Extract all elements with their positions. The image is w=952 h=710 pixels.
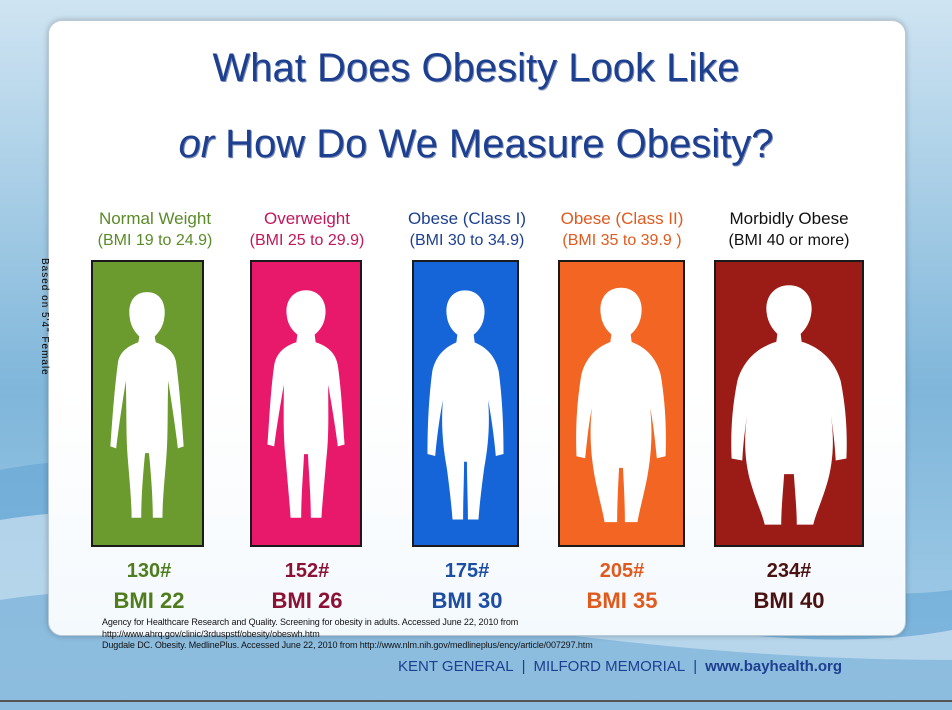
body-silhouette-box bbox=[412, 260, 519, 547]
weight-label: 205# bbox=[599, 560, 645, 582]
body-silhouette-icon bbox=[267, 290, 345, 518]
footer-separator: | bbox=[521, 658, 526, 675]
category-column-normal: Normal Weight (BMI 19 to 24.9) 130# BMI … bbox=[70, 208, 240, 613]
footer-website-link[interactable]: www.bayhealth.org bbox=[705, 658, 843, 675]
bmi-label: BMI 40 bbox=[753, 588, 825, 613]
category-range: (BMI 25 to 29.9) bbox=[249, 232, 365, 249]
category-name: Morbidly Obese bbox=[729, 209, 849, 228]
body-silhouette-icon bbox=[110, 292, 184, 518]
body-silhouette-box bbox=[250, 260, 362, 547]
reference-line: Agency for Healthcare Research and Quali… bbox=[102, 617, 519, 627]
category-range: (BMI 30 to 34.9) bbox=[409, 232, 525, 249]
weight-label: 234# bbox=[766, 560, 812, 582]
footer-separator: | bbox=[693, 658, 698, 675]
weight-label: 152# bbox=[284, 560, 330, 582]
title-or: or bbox=[178, 122, 215, 166]
bottom-divider bbox=[0, 700, 952, 702]
body-silhouette-box bbox=[91, 260, 204, 547]
category-range: (BMI 40 or more) bbox=[728, 232, 850, 249]
body-silhouette-icon bbox=[731, 285, 847, 525]
bmi-label: BMI 22 bbox=[113, 588, 185, 613]
bmi-label: BMI 30 bbox=[431, 588, 503, 613]
weight-label: 175# bbox=[444, 560, 490, 582]
references: Agency for Healthcare Research and Quali… bbox=[102, 617, 662, 652]
bmi-label: BMI 35 bbox=[586, 588, 658, 613]
category-name: Normal Weight bbox=[98, 209, 212, 228]
footer-kent-general: KENT GENERAL bbox=[398, 658, 514, 675]
category-name: Overweight bbox=[264, 209, 350, 228]
category-column-overweight: Overweight (BMI 25 to 29.9) 152# BMI 26 bbox=[222, 208, 392, 613]
slide-title-line2: or How Do We Measure Obesity? bbox=[0, 122, 952, 167]
category-name: Obese (Class I) bbox=[407, 209, 527, 228]
title-rest: How Do We Measure Obesity? bbox=[214, 122, 774, 166]
footer-milford-memorial: MILFORD MEMORIAL bbox=[533, 658, 686, 675]
bmi-label: BMI 26 bbox=[271, 588, 343, 613]
body-silhouette-icon bbox=[427, 290, 504, 520]
body-silhouette-icon bbox=[576, 287, 666, 523]
weight-label: 130# bbox=[126, 560, 172, 582]
category-range: (BMI 19 to 24.9) bbox=[97, 232, 213, 249]
category-column-morbidly-obese: Morbidly Obese (BMI 40 or more) 234# BMI… bbox=[704, 208, 874, 613]
category-column-obese-class-1: Obese (Class I) (BMI 30 to 34.9) 175# BM… bbox=[382, 208, 552, 613]
body-silhouette-box bbox=[558, 260, 685, 547]
category-column-obese-class-2: Obese (Class II) (BMI 35 to 39.9 ) 205# … bbox=[537, 208, 707, 613]
body-silhouette-box bbox=[714, 260, 864, 547]
category-range: (BMI 35 to 39.9 ) bbox=[562, 232, 682, 249]
reference-line: Dugdale DC. Obesity. MedlinePlus. Access… bbox=[102, 640, 593, 650]
footer-bar: KENT GENERAL | MILFORD MEMORIAL | www.bayhea… bbox=[398, 658, 842, 675]
reference-url: http://www.ahrq.gov/clinic/3rduspstf/obe… bbox=[102, 628, 320, 639]
slide-title-line1: What Does Obesity Look Like bbox=[212, 46, 740, 90]
category-name: Obese (Class II) bbox=[560, 209, 684, 228]
side-note: Based on 5'4" Female bbox=[39, 258, 50, 376]
